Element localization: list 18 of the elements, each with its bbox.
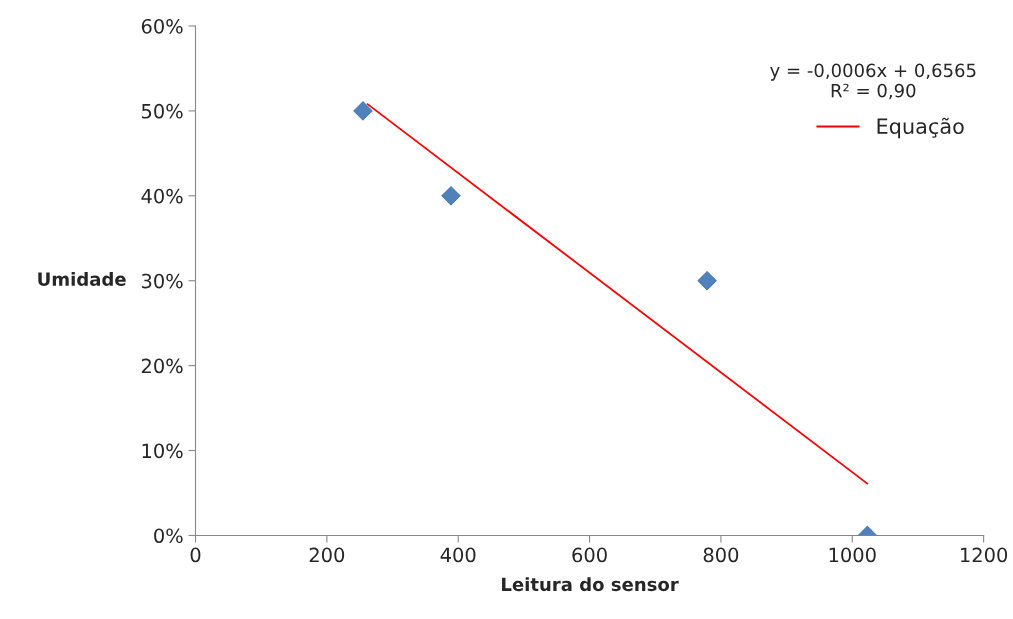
- y-tick-label: 0%: [154, 528, 183, 544]
- x-tick-label: 800: [703, 547, 739, 563]
- x-tick-label: 600: [572, 547, 607, 563]
- y-tick-label: 20%: [141, 358, 183, 374]
- x-tick-label: 400: [440, 547, 476, 563]
- x-tick-label: 1200: [961, 547, 1008, 563]
- y-tick-label: 30%: [141, 273, 183, 289]
- y-tick-label: 60%: [141, 18, 183, 34]
- x-tick-label: 0: [190, 547, 201, 563]
- y-tick-label: 50%: [141, 103, 183, 119]
- x-tick-label: 200: [309, 547, 345, 563]
- y-axis-title: Umidade: [38, 271, 126, 286]
- x-axis-title: Leitura do sensor: [502, 577, 679, 592]
- x-tick-label: 1000: [829, 547, 876, 563]
- y-tick-label: 10%: [142, 443, 183, 459]
- legend-label: Equação: [877, 117, 964, 139]
- annotation: y = -0,0006x + 0,6565 R² = 0,90: [770, 63, 976, 100]
- y-tick-label: 40%: [141, 188, 183, 204]
